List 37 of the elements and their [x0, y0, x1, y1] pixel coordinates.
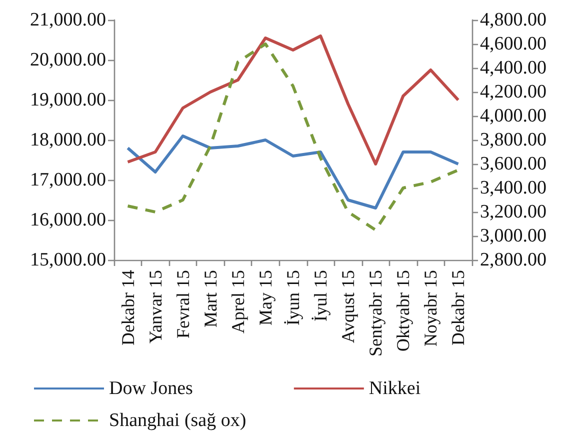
y2-tick-label: 4,600.00: [480, 34, 546, 54]
y2-tick-label: 3,800.00: [480, 130, 546, 150]
y-tick-label: 18,000.00: [30, 130, 106, 150]
x-tick-label: Fevral 15: [172, 270, 193, 338]
x-tick-label: Dekabr 14: [118, 270, 138, 346]
line-series: [126, 134, 460, 210]
x-tick-label: İyul 15: [310, 270, 331, 322]
y-tick-label: 21,000.00: [30, 10, 106, 30]
y2-tick-label: 4,800.00: [480, 10, 546, 30]
y-tick-label: 16,000.00: [30, 210, 106, 230]
x-tick-label: Dekabr 15: [448, 270, 468, 346]
x-tick-label: Noyabr 15: [420, 270, 441, 346]
legend-label: Nikkei: [368, 378, 421, 399]
x-tick-label: Yanvar 15: [145, 270, 166, 344]
x-tick-label: May 15: [255, 270, 276, 326]
y2-tick-label: 3,000.00: [480, 226, 546, 246]
y2-tick-label: 4,200.00: [480, 82, 546, 102]
legend-label: Dow Jones: [109, 378, 193, 399]
y2-tick-label: 3,400.00: [480, 178, 546, 198]
y-tick-label: 17,000.00: [30, 170, 106, 190]
line-series: [126, 34, 460, 166]
y-tick-label: 15,000.00: [30, 250, 106, 270]
x-tick-label: Avqust 15: [338, 270, 358, 344]
y-tick-label: 20,000.00: [30, 50, 106, 70]
y2-tick-label: 2,800.00: [480, 250, 546, 270]
x-tick-label: Oktyabr 15: [393, 270, 414, 352]
x-tick-label: İyun 15: [283, 270, 303, 326]
y2-tick-label: 3,600.00: [480, 154, 546, 174]
line-series: [126, 42, 460, 232]
y2-tick-label: 4,000.00: [480, 106, 546, 126]
y-tick-label: 19,000.00: [30, 90, 106, 110]
x-tick-label: Mart 15: [200, 270, 220, 328]
x-tick-label: Sentyabr 15: [366, 270, 386, 356]
x-tick-label: Aprel 15: [228, 270, 248, 334]
y2-tick-label: 3,200.00: [480, 202, 546, 222]
legend-label: Shanghai (sağ ox): [109, 410, 246, 431]
y2-tick-label: 4,400.00: [480, 58, 546, 78]
